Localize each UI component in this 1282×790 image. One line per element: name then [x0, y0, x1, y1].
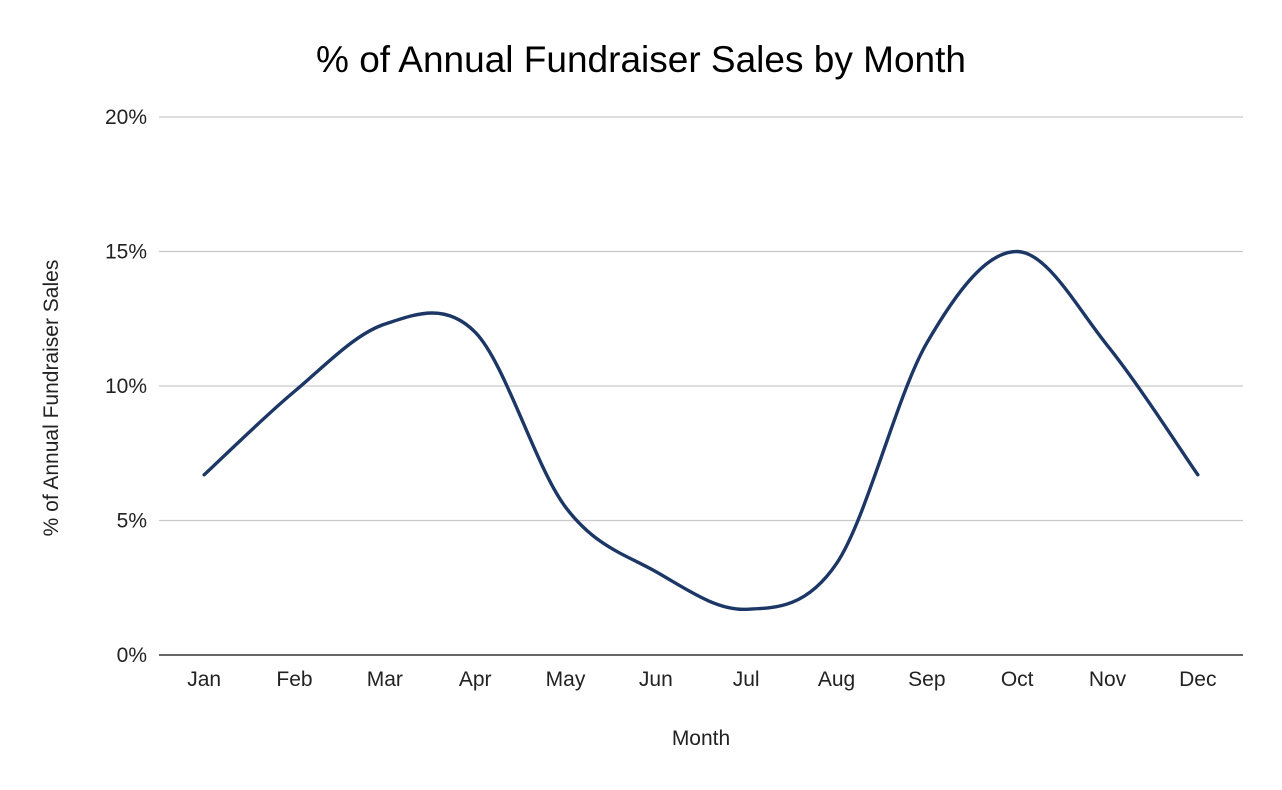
x-tick-label: Jul [733, 668, 760, 691]
data-point [835, 562, 839, 566]
y-tick-label: 5% [117, 510, 147, 533]
x-tick-label: Mar [367, 668, 403, 691]
x-tick-label: Jun [639, 668, 673, 691]
x-tick-label: Aug [818, 668, 855, 691]
x-tick-label: Apr [459, 668, 492, 691]
data-point [1196, 473, 1200, 477]
data-point [654, 570, 658, 574]
x-axis-ticks: Jan Feb Mar Apr May Jun Jul Aug Sep Oct Nov Dec [187, 668, 1216, 691]
series-line [202, 249, 1200, 611]
x-tick-label: Sep [908, 668, 945, 691]
data-point [293, 389, 297, 393]
y-axis-ticks: 0% 5% 10% 15% 20% [105, 106, 147, 667]
data-point [202, 473, 206, 477]
x-axis-title: Month [672, 727, 730, 750]
y-tick-label: 20% [105, 106, 147, 129]
series-layer [202, 249, 1200, 611]
y-axis-title: % of Annual Fundraiser Sales [40, 260, 63, 537]
data-point [925, 341, 929, 345]
gridlines [159, 116, 1243, 656]
data-point [744, 607, 748, 611]
data-point [473, 330, 477, 334]
chart-title: % of Annual Fundraiser Sales by Month [316, 39, 966, 80]
x-tick-label: Oct [1001, 668, 1034, 691]
data-point [1106, 344, 1110, 348]
x-tick-label: Feb [276, 668, 312, 691]
y-tick-label: 10% [105, 375, 147, 398]
x-tick-label: Jan [187, 668, 221, 691]
x-tick-label: Nov [1089, 668, 1127, 691]
x-tick-label: Dec [1179, 668, 1216, 691]
y-tick-label: 15% [105, 241, 147, 264]
x-tick-label: May [546, 668, 586, 691]
data-point [383, 322, 387, 326]
y-tick-label: 0% [117, 644, 147, 667]
data-point [1015, 250, 1019, 254]
data-point [564, 505, 568, 509]
